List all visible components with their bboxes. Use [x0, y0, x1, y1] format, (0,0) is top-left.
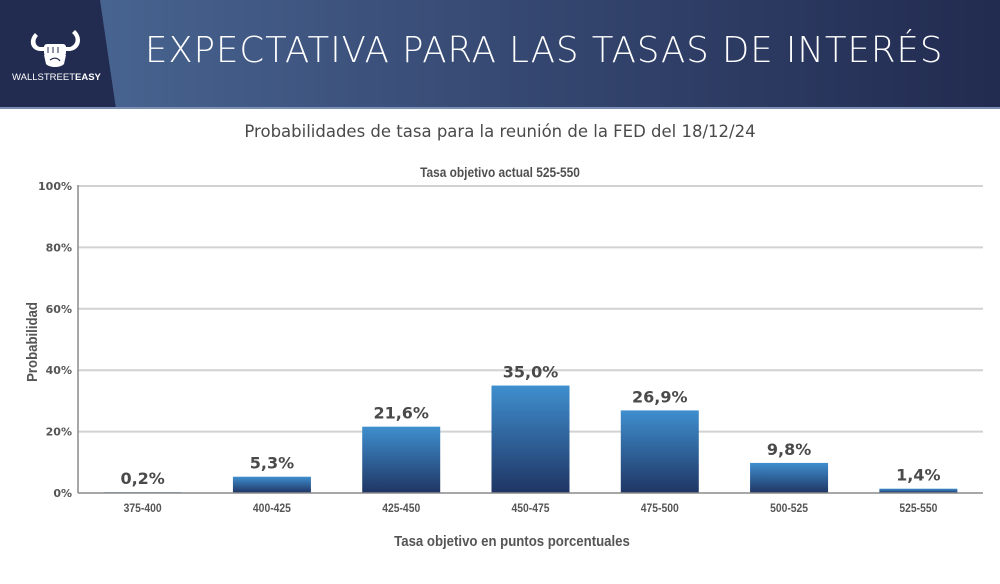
- y-tick-label: 100%: [38, 180, 72, 193]
- x-tick-label: 525-550: [899, 503, 937, 516]
- brand-wordmark: WALLSTREETEASY: [12, 72, 101, 83]
- data-label: 5,3%: [250, 454, 294, 473]
- x-tick-label: 375-400: [124, 503, 162, 516]
- bar-500-525: [750, 462, 829, 493]
- x-tick-label: 475-500: [641, 503, 679, 516]
- labels: 0% 20% 40% 60% 80% 100% 0,2% 375-400 5,3% 400-425…: [38, 180, 941, 515]
- bar-450-475: [491, 385, 570, 493]
- bar-400-425: [232, 476, 311, 493]
- y-axis-label: Probabilidad: [23, 302, 40, 382]
- data-label: 1,4%: [896, 466, 940, 485]
- bar-475-500: [620, 410, 699, 493]
- y-tick-label: 80%: [46, 241, 72, 254]
- y-tick-label: 40%: [46, 364, 72, 377]
- chart-subtitle: Probabilidades de tasa para la reunión d…: [244, 122, 756, 141]
- brand-bold: EASY: [75, 72, 101, 83]
- bar-525-550: [879, 488, 958, 493]
- bars: [103, 385, 958, 493]
- x-tick-label: 450-475: [512, 503, 550, 516]
- brand-light: WALLSTREET: [12, 72, 75, 83]
- axes: [77, 185, 983, 494]
- header-banner: WALLSTREETEASY EXPECTATIVA PARA LAS TASA…: [0, 0, 1000, 109]
- y-tick-label: 20%: [46, 426, 72, 439]
- data-label: 9,8%: [767, 440, 811, 459]
- bar-425-450: [362, 426, 441, 493]
- y-tick-label: 60%: [46, 303, 72, 316]
- x-tick-label: 500-525: [770, 503, 808, 516]
- header-divider: [0, 107, 1000, 109]
- wallstreeteasy-logo: WALLSTREETEASY: [0, 0, 110, 109]
- chart-title: Tasa objetivo actual 525-550: [420, 164, 580, 180]
- data-label: 21,6%: [373, 404, 429, 423]
- x-axis-label: Tasa objetivo en puntos porcentuales: [394, 532, 630, 549]
- data-label: 26,9%: [632, 387, 688, 406]
- x-tick-label: 400-425: [253, 503, 291, 516]
- page-title: EXPECTATIVA PARA LAS TASAS DE INTERÉS: [145, 30, 944, 71]
- data-label: 35,0%: [503, 363, 559, 382]
- y-tick-label: 0%: [53, 487, 72, 500]
- data-label: 0,2%: [120, 469, 164, 488]
- bull-horns-fist-icon: [30, 30, 81, 67]
- x-tick-label: 425-450: [382, 503, 420, 516]
